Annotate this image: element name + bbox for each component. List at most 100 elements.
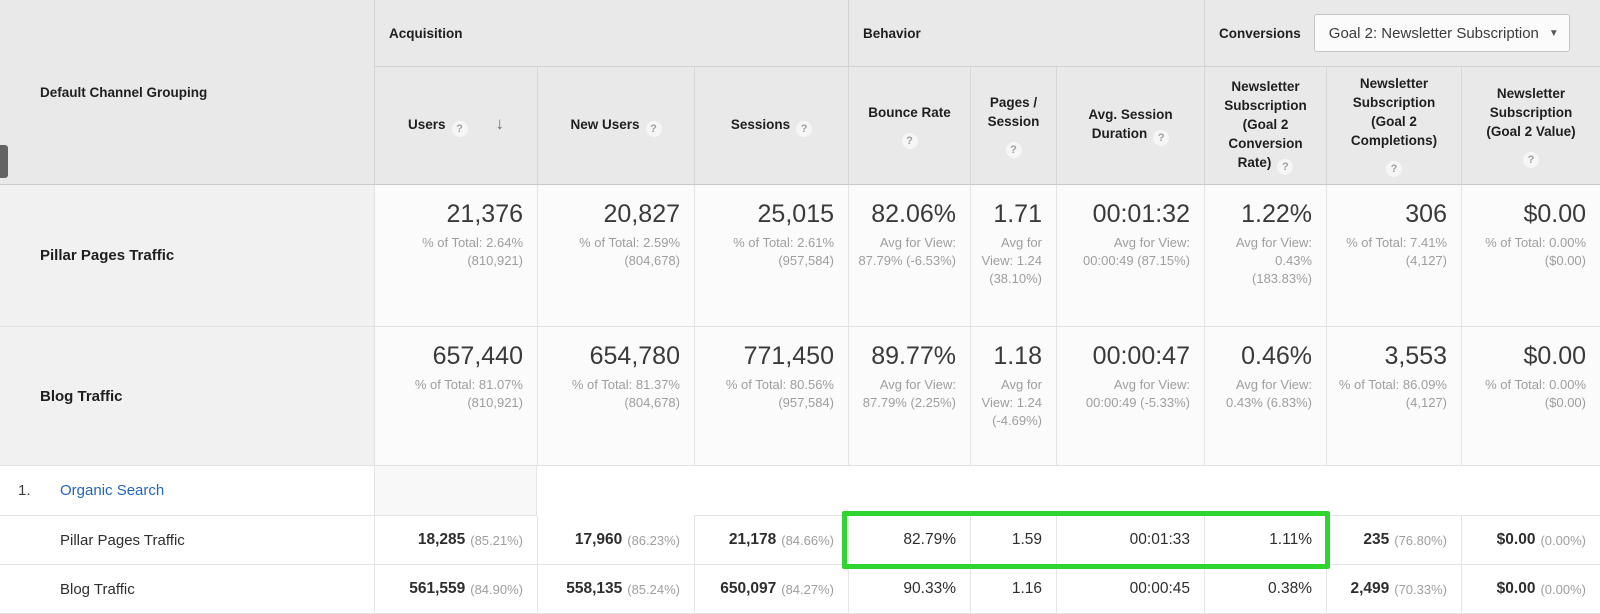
detail-row-pillar-pages: Pillar Pages Traffic 18,285 (85.21%) 17,9… [0,516,1600,565]
group-label: Acquisition [389,25,463,41]
column-header-avg-session-duration[interactable]: Avg. Session Duration? [1056,67,1204,185]
metric-value: 1.18 [993,342,1042,370]
summary-row-pillar-pages: Pillar Pages Traffic 21,376 % of Total: 2… [0,185,1600,327]
metric-value: 650,097 [720,580,777,597]
metric-value: 1.59 [1011,531,1042,548]
segment-name: Pillar Pages Traffic [60,531,185,549]
metric-value: 1.71 [993,200,1042,228]
channel-link[interactable]: Organic Search [60,482,165,499]
column-header-sessions[interactable]: Sessions? [694,67,848,185]
metric-subtext: Avg for View: 00:00:49 (-5.33%) [1085,377,1190,410]
sessions-cell: 771,450 % of Total: 80.56% (957,584) [694,327,848,466]
empty-users-cell [375,466,537,516]
column-header-users[interactable]: Users? ↓ [375,67,537,185]
metric-value: 20,827 [603,200,680,228]
help-icon[interactable]: ? [1153,130,1170,146]
metric-subtext: % of Total: 81.07% (810,921) [414,377,523,410]
column-header-goal-value[interactable]: Newsletter Subscription (Goal 2 Value) ? [1461,67,1600,185]
pages-session-cell: 1.16 [970,565,1056,614]
detail-row-blog: Blog Traffic 561,559 (84.90%) 558,135 (85.… [0,565,1600,614]
metric-value: 18,285 [417,531,466,548]
metric-subtext: % of Total: 86.09% (4,127) [1338,377,1447,410]
column-label: Newsletter Subscription (Goal 2 Value) [1486,85,1576,139]
metric-value: 771,450 [743,342,834,370]
goal-value-cell: $0.00 (0.00%) [1461,516,1600,565]
group-header-behavior: Behavior [848,0,1204,67]
goal-selector-dropdown[interactable]: Goal 2: Newsletter Subscription ▼ [1313,14,1570,52]
new-users-cell: 558,135 (85.24%) [537,565,694,614]
avg-session-duration-cell: 00:01:32 Avg for View: 00:00:49 (87.15%) [1056,185,1204,327]
metric-value: 82.06% [871,200,956,228]
users-cell: 561,559 (84.90%) [375,565,537,614]
help-icon[interactable]: ? [1386,161,1402,177]
metric-share: (86.23%) [627,532,680,548]
help-icon[interactable]: ? [451,121,468,137]
metric-value: 00:00:47 [1092,342,1190,370]
metric-share: (84.27%) [781,581,834,597]
metric-share: (70.33%) [1394,581,1447,597]
goal-selector-value: Goal 2: Newsletter Subscription [1328,24,1539,42]
goal-completions-cell: 2,499 (70.33%) [1326,565,1461,614]
channel-row-organic-search: 1. Organic Search [0,466,1600,516]
metric-share: (0.00%) [1540,581,1586,597]
metric-value: 82.79% [903,531,956,548]
column-header-pages-session[interactable]: Pages / Session ? [970,67,1056,185]
help-icon[interactable]: ? [645,120,662,137]
group-label: Conversions [1219,25,1301,41]
help-icon[interactable]: ? [1523,151,1539,168]
goal-conversion-rate-cell: 0.38% [1204,565,1326,614]
column-label: Pages / Session [987,95,1040,129]
metric-value: 1.11% [1269,531,1312,548]
metric-value: 1.22% [1241,200,1312,228]
dimension-label: Default Channel Grouping [40,84,208,100]
metric-subtext: % of Total: 2.59% (804,678) [579,235,680,268]
column-header-bounce-rate[interactable]: Bounce Rate ? [848,67,970,185]
segment-name: Blog Traffic [60,580,135,598]
metric-value: 235 [1363,531,1390,548]
column-label: New Users [570,116,640,132]
column-label: Avg. Session Duration [1088,107,1173,141]
avg-session-duration-cell: 00:00:45 [1056,565,1204,614]
metric-share: (85.21%) [470,532,523,548]
metric-value: 89.77% [871,342,956,370]
new-users-cell: 20,827 % of Total: 2.59% (804,678) [537,185,694,327]
goal-value-cell: $0.00 % of Total: 0.00% ($0.00) [1461,327,1600,466]
metric-value: 17,960 [574,531,623,548]
metric-value: 3,553 [1384,342,1447,370]
goal-conversion-rate-cell: 0.46% Avg for View: 0.43% (6.83%) [1204,327,1326,466]
users-cell: 657,440 % of Total: 81.07% (810,921) [375,327,537,466]
help-icon[interactable]: ? [796,120,813,137]
column-label: Bounce Rate [868,104,951,120]
metric-share: (84.66%) [781,532,834,548]
metric-value: 654,780 [589,342,680,370]
sessions-cell: 650,097 (84.27%) [694,565,848,614]
column-header-new-users[interactable]: New Users? [537,67,694,185]
goal-completions-cell: 306 % of Total: 7.41% (4,127) [1326,185,1461,327]
column-header-goal-completions[interactable]: Newsletter Subscription (Goal 2 Completi… [1326,67,1461,185]
side-panel-tab[interactable] [0,145,8,178]
goal-value-cell: $0.00 % of Total: 0.00% ($0.00) [1461,185,1600,327]
metric-share: (76.80%) [1394,532,1447,548]
table-header: Default Channel Grouping Acquisition Beh… [0,0,1600,185]
metric-subtext: Avg for View: 00:00:49 (87.15%) [1083,235,1190,268]
help-icon[interactable]: ? [1277,158,1294,175]
metric-value: 0.46% [1241,342,1312,370]
metric-subtext: % of Total: 81.37% (804,678) [571,377,680,410]
metric-subtext: % of Total: 0.00% ($0.00) [1485,235,1586,268]
new-users-cell: 17,960 (86.23%) [537,516,694,565]
metric-value: 306 [1405,200,1447,228]
metric-value: 0.38% [1268,580,1312,597]
metric-value: 2,499 [1350,580,1390,597]
summary-row-blog: Blog Traffic 657,440 % of Total: 81.07% (… [0,327,1600,466]
column-label: Users [407,117,446,132]
channel-label-cell: 1. Organic Search [0,466,375,516]
metric-value: 21,376 [446,200,523,228]
dimension-column-header[interactable]: Default Channel Grouping [0,0,375,185]
segment-name: Pillar Pages Traffic [40,247,175,264]
metric-value: 25,015 [757,200,834,228]
metric-value: 00:00:45 [1129,580,1190,597]
help-icon[interactable]: ? [1005,142,1022,158]
column-header-goal-conversion-rate[interactable]: Newsletter Subscription (Goal 2 Conversi… [1204,67,1326,185]
help-icon[interactable]: ? [901,132,918,149]
metric-value: 558,135 [566,580,623,597]
